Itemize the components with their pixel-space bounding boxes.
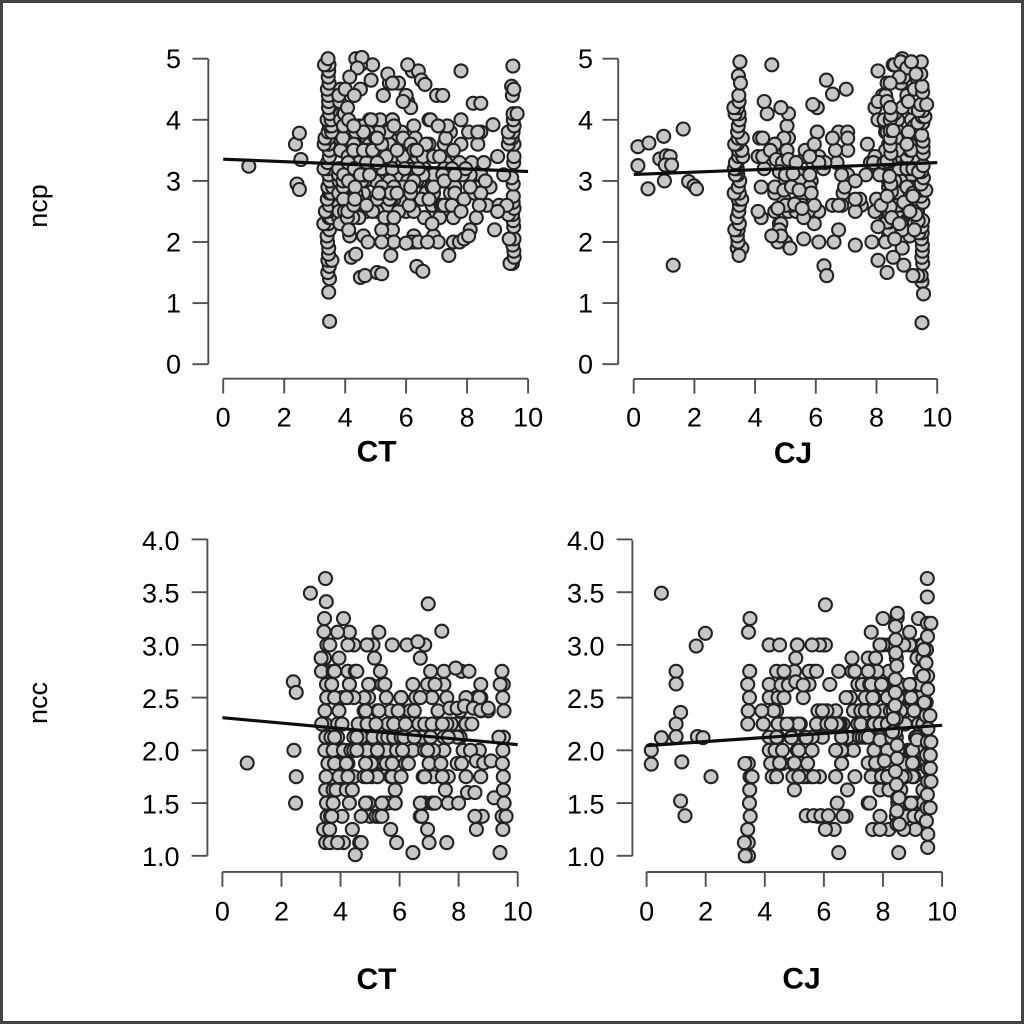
svg-text:8: 8	[460, 403, 475, 433]
svg-text:3.0: 3.0	[142, 631, 180, 661]
svg-text:0: 0	[626, 403, 641, 433]
svg-text:10: 10	[513, 403, 543, 433]
svg-text:2: 2	[166, 228, 181, 258]
svg-text:CT: CT	[357, 436, 397, 469]
svg-text:CJ: CJ	[774, 437, 812, 470]
svg-text:1.0: 1.0	[567, 842, 605, 872]
svg-text:3: 3	[166, 166, 181, 196]
svg-text:10: 10	[922, 403, 952, 433]
svg-text:8: 8	[451, 897, 466, 927]
svg-text:4: 4	[333, 897, 348, 927]
svg-text:2: 2	[277, 403, 292, 433]
svg-text:6: 6	[808, 403, 823, 433]
svg-text:1.5: 1.5	[142, 790, 180, 820]
svg-text:1.0: 1.0	[142, 842, 180, 872]
svg-text:10: 10	[927, 897, 957, 927]
svg-text:4.0: 4.0	[142, 526, 180, 556]
svg-text:5: 5	[166, 44, 181, 74]
svg-text:3: 3	[578, 166, 593, 196]
svg-text:0: 0	[216, 403, 231, 433]
svg-text:10: 10	[503, 897, 533, 927]
svg-text:2.5: 2.5	[567, 684, 605, 714]
svg-text:2.5: 2.5	[142, 684, 180, 714]
svg-text:CT: CT	[357, 963, 397, 996]
svg-text:1: 1	[578, 289, 593, 319]
svg-text:3.5: 3.5	[567, 579, 605, 609]
svg-text:0: 0	[166, 350, 181, 380]
svg-text:5: 5	[578, 44, 593, 74]
svg-text:3.0: 3.0	[567, 631, 605, 661]
svg-text:4: 4	[578, 105, 593, 135]
svg-text:CJ: CJ	[782, 963, 820, 996]
svg-text:0: 0	[215, 897, 230, 927]
svg-text:2: 2	[578, 228, 593, 258]
svg-text:4.0: 4.0	[567, 526, 605, 556]
svg-text:6: 6	[816, 897, 831, 927]
svg-text:1.5: 1.5	[567, 790, 605, 820]
svg-text:2: 2	[698, 897, 713, 927]
svg-text:4: 4	[166, 105, 181, 135]
svg-text:8: 8	[869, 403, 884, 433]
svg-text:4: 4	[338, 403, 353, 433]
svg-text:4: 4	[748, 403, 763, 433]
svg-text:2: 2	[687, 403, 702, 433]
svg-text:2.0: 2.0	[142, 737, 180, 767]
svg-text:2.0: 2.0	[567, 737, 605, 767]
svg-text:6: 6	[392, 897, 407, 927]
svg-text:ncp: ncp	[23, 184, 53, 228]
svg-text:0: 0	[639, 897, 654, 927]
svg-text:2: 2	[274, 897, 289, 927]
svg-text:3.5: 3.5	[142, 579, 180, 609]
svg-text:ncc: ncc	[23, 682, 53, 724]
svg-text:8: 8	[875, 897, 890, 927]
svg-text:0: 0	[578, 350, 593, 380]
svg-text:4: 4	[757, 897, 772, 927]
svg-text:1: 1	[166, 289, 181, 319]
svg-text:6: 6	[399, 403, 414, 433]
